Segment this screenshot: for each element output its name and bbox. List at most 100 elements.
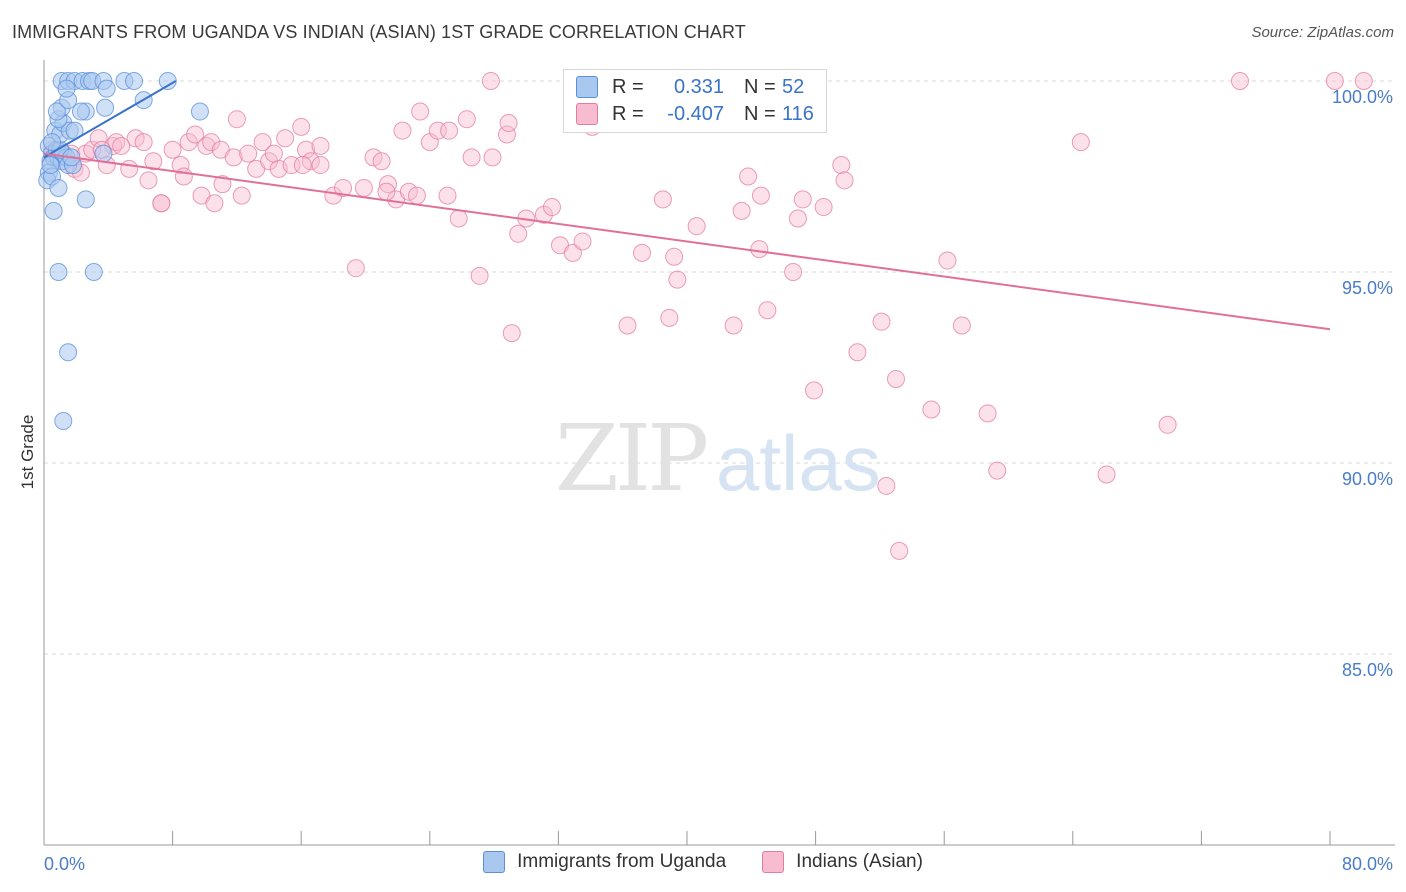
indians-point <box>346 259 365 278</box>
indians-point <box>1325 72 1344 90</box>
n-value-indians: 116 <box>782 102 814 125</box>
uganda-trend-line <box>43 80 177 159</box>
uganda-point <box>94 144 113 163</box>
n-value-uganda: 52 <box>782 75 805 98</box>
legend-label-uganda: Immigrants from Uganda <box>517 851 727 872</box>
indians-point <box>632 243 651 262</box>
indians-point <box>377 182 396 201</box>
stats-legend: R = 0.331 N = 52 R = -0.407 N = 116 <box>563 69 827 133</box>
chart-title: IMMIGRANTS FROM UGANDA VS INDIAN (ASIAN)… <box>12 22 746 42</box>
r-label: R = <box>612 102 644 125</box>
indians-point <box>324 186 343 205</box>
r-label: R = <box>612 75 644 98</box>
indians-point <box>1230 72 1249 90</box>
uganda-point <box>59 343 78 362</box>
indians-point <box>407 186 426 205</box>
uganda-point <box>125 72 144 90</box>
indians-point <box>660 308 679 327</box>
uganda-point <box>54 411 73 430</box>
grid-layer <box>44 80 1395 655</box>
indians-point <box>573 232 592 251</box>
indians-point <box>253 133 272 152</box>
indians-point <box>835 171 854 190</box>
r-value-uganda: 0.331 <box>673 75 724 98</box>
indians-point <box>542 198 561 217</box>
indians-swatch-icon <box>762 851 785 873</box>
indians-point <box>758 301 777 320</box>
indians-point <box>232 186 251 205</box>
trend-layer <box>43 80 1331 331</box>
indians-point <box>938 251 957 270</box>
uganda-point <box>84 263 103 281</box>
indians-point <box>202 133 221 152</box>
indians-point <box>144 152 163 171</box>
indians-point <box>174 167 193 186</box>
indians-trend-line <box>43 152 1331 331</box>
indians-point <box>814 198 833 217</box>
watermark-zip: ZIP <box>555 405 706 512</box>
legend-row-indians: R = -0.407 N = 116 <box>576 101 814 127</box>
indians-point <box>171 156 190 175</box>
indians-point <box>1071 133 1090 152</box>
uganda-swatch-icon <box>576 76 598 98</box>
uganda-point <box>57 79 76 98</box>
indians-point <box>793 190 812 209</box>
legend-item-uganda[interactable]: Immigrants from Uganda <box>483 851 726 873</box>
indians-point <box>393 121 412 140</box>
indians-point <box>438 186 457 205</box>
uganda-point <box>158 72 177 90</box>
indians-point <box>186 125 205 144</box>
indians-point <box>832 156 851 175</box>
y-tick-label: 90.0% <box>1342 469 1393 489</box>
indians-point <box>563 243 582 262</box>
x-tick-label-max: 80.0% <box>1342 854 1393 874</box>
indians-point <box>293 156 312 175</box>
indians-point <box>179 133 198 152</box>
uganda-point <box>49 263 68 281</box>
indians-point <box>1097 465 1116 484</box>
indians-point <box>922 400 941 419</box>
uganda-point <box>43 133 62 152</box>
indians-point <box>724 316 743 335</box>
source-label: Source: ZipAtlas.com <box>1251 24 1394 41</box>
indians-point <box>750 240 769 259</box>
indians-point <box>668 270 687 289</box>
uganda-point <box>47 102 66 121</box>
indians-point <box>372 152 391 171</box>
indians-point <box>848 343 867 362</box>
indians-point <box>665 247 684 266</box>
indians-swatch-icon <box>576 103 598 125</box>
uganda-point <box>190 102 209 121</box>
indians-point <box>411 102 430 121</box>
legend-item-indians[interactable]: Indians (Asian) <box>762 851 923 873</box>
indians-point <box>440 121 459 140</box>
y-tick-label: 95.0% <box>1342 278 1393 298</box>
indians-point <box>379 175 398 194</box>
indians-point <box>877 476 896 495</box>
legend-label-indians: Indians (Asian) <box>796 851 923 872</box>
watermark-atlas: atlas <box>716 419 881 507</box>
indians-point <box>988 461 1007 480</box>
indians-point <box>751 186 770 205</box>
points-layer <box>38 72 1373 560</box>
indians-point <box>120 159 139 178</box>
indians-point <box>732 201 751 220</box>
indians-point <box>653 190 672 209</box>
indians-point <box>886 369 905 388</box>
y-axis-label: 1st Grade <box>18 415 37 490</box>
indians-point <box>739 167 758 186</box>
indians-point <box>276 129 295 148</box>
indians-point <box>297 140 316 159</box>
indians-point <box>497 125 516 144</box>
indians-point <box>354 178 373 197</box>
indians-point <box>618 316 637 335</box>
uganda-point <box>76 190 95 209</box>
n-label: N = <box>744 102 776 125</box>
indians-point <box>449 209 468 228</box>
axes-layer <box>43 60 1395 846</box>
indians-point <box>470 266 489 285</box>
legend-row-uganda: R = 0.331 N = 52 <box>576 74 804 100</box>
indians-point <box>213 175 232 194</box>
indians-point <box>687 217 706 236</box>
indians-point <box>163 140 182 159</box>
